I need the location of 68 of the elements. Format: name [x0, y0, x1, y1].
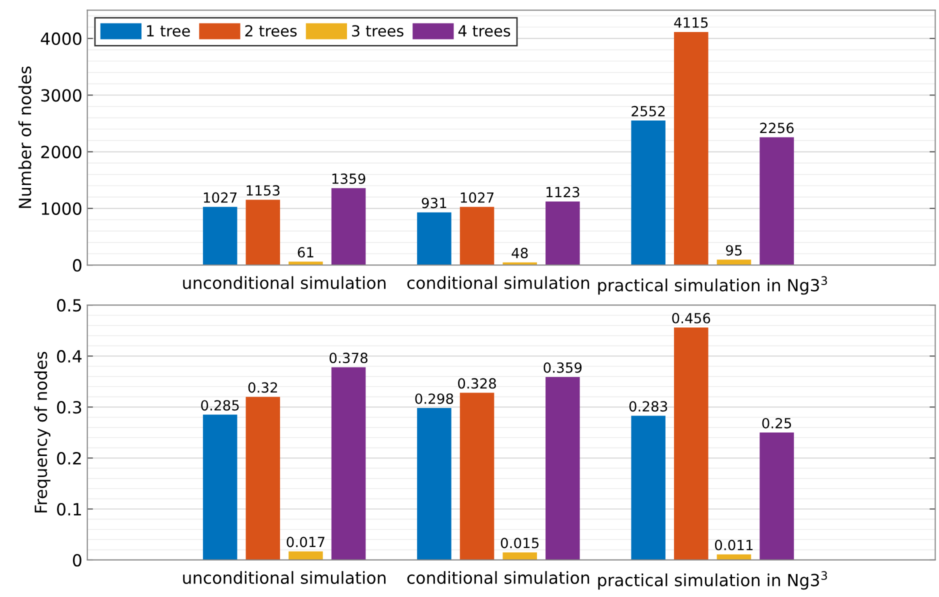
bar — [246, 200, 280, 266]
data-label: 0.283 — [629, 401, 668, 412]
x-tick-label: practical simulation in Ng3$^{3}$ — [598, 276, 827, 295]
bar — [460, 392, 494, 560]
data-label: 0.328 — [458, 378, 496, 389]
bar — [331, 367, 366, 560]
data-label: 4115 — [674, 18, 708, 28]
y-tick-label: 0.3 — [57, 400, 82, 414]
data-label: 0.378 — [330, 352, 368, 364]
x-tick-label: practical simulation in Ng3$^{3}$ — [598, 571, 827, 590]
legend-label: 2 trees — [245, 25, 297, 37]
bar — [460, 206, 494, 266]
data-label: 931 — [422, 198, 446, 208]
x-tick-label: unconditional simulation — [183, 571, 386, 584]
data-label: 61 — [298, 247, 314, 258]
data-label: 0.011 — [715, 540, 753, 550]
data-label: 0.015 — [500, 538, 539, 548]
y-tick-label: 0.2 — [57, 452, 81, 465]
data-label: 0.32 — [248, 382, 277, 393]
data-label: 0.456 — [672, 312, 710, 324]
data-label: 0.017 — [286, 536, 324, 548]
data-label: 1359 — [332, 173, 366, 184]
x-tick-label: conditional simulation — [407, 571, 590, 584]
data-label: 48 — [512, 248, 528, 258]
bar — [631, 120, 666, 266]
data-label: 0.298 — [415, 393, 454, 404]
y-axis-title: Number of nodes — [18, 66, 32, 208]
y-tick-label: 2000 — [41, 146, 82, 158]
bar — [417, 212, 452, 266]
bar — [331, 188, 366, 266]
data-label: 0.285 — [201, 400, 239, 411]
data-label: 0.25 — [762, 418, 792, 428]
bar — [202, 414, 238, 560]
bar — [674, 32, 708, 266]
bar — [417, 408, 452, 560]
data-label: 1153 — [246, 185, 280, 196]
y-tick-label: 0.4 — [57, 350, 82, 363]
data-label: 1027 — [204, 192, 237, 203]
bar — [546, 201, 580, 266]
data-label: 1027 — [460, 192, 494, 203]
x-tick-label: unconditional simulation — [183, 276, 386, 290]
y-axis-title: Frequency of nodes — [34, 352, 50, 512]
y-tick-label: 0.1 — [57, 502, 81, 516]
data-label: 1123 — [546, 186, 580, 198]
bar — [502, 552, 537, 560]
y-tick-label: 3000 — [41, 89, 82, 102]
y-tick-label: 1000 — [42, 202, 82, 215]
x-tick-label: conditional simulation — [407, 276, 590, 290]
y-tick-label: 4000 — [40, 32, 82, 46]
data-label: 95 — [726, 245, 742, 256]
bar — [288, 551, 323, 560]
bar — [760, 137, 794, 266]
bar — [760, 432, 794, 560]
bar — [202, 206, 238, 266]
y-tick-label: 0.5 — [57, 299, 82, 312]
bar — [246, 396, 280, 560]
bar — [716, 260, 752, 266]
legend-label: 4 trees — [458, 25, 510, 37]
bar — [546, 376, 580, 560]
y-tick-label: 0 — [72, 554, 82, 567]
legend-label: 3 trees — [352, 25, 404, 37]
data-label: 0.359 — [544, 362, 582, 373]
y-tick-label: 0 — [72, 259, 82, 272]
data-label: 2256 — [760, 122, 794, 134]
bar — [631, 416, 666, 560]
data-label: 2552 — [632, 106, 665, 116]
legend-label: 1 tree — [147, 25, 190, 37]
bar — [674, 328, 708, 560]
